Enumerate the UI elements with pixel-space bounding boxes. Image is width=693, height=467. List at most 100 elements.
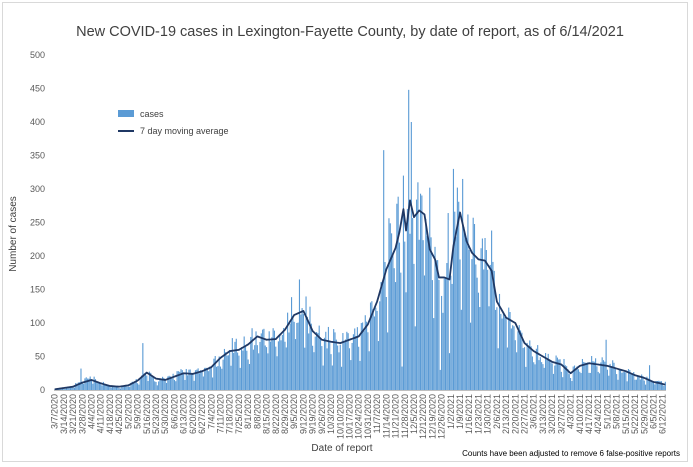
case-bar — [319, 337, 322, 390]
x-tick-label: 9/26/2020 — [317, 394, 327, 434]
x-tick-label: 3/7/2020 — [50, 394, 60, 429]
case-bar — [294, 339, 297, 390]
case-bar — [101, 385, 103, 390]
case-bar — [117, 387, 119, 390]
case-bar — [301, 308, 303, 390]
case-bar — [552, 373, 555, 390]
case-bar — [379, 301, 381, 390]
case-bar — [375, 307, 377, 390]
case-bar — [381, 284, 383, 390]
case-bar — [416, 199, 418, 390]
case-bar — [419, 193, 422, 390]
y-tick-label: 150 — [30, 285, 45, 295]
case-bar — [639, 379, 641, 390]
case-bar — [68, 387, 70, 390]
case-bar — [387, 332, 389, 390]
case-bar — [413, 263, 415, 390]
case-bar — [160, 379, 162, 390]
case-bar — [134, 382, 136, 390]
case-bar — [121, 387, 123, 390]
case-bar — [133, 383, 135, 390]
case-bar — [530, 346, 532, 390]
case-bar — [100, 384, 102, 390]
case-bar — [316, 331, 318, 390]
case-bar — [560, 371, 562, 390]
case-bar — [394, 282, 397, 390]
case-bar — [337, 345, 339, 390]
case-bar — [617, 379, 619, 390]
case-bar — [112, 386, 114, 390]
case-bar — [198, 373, 200, 390]
x-tick-label: 8/1/2020 — [243, 394, 253, 429]
case-bar — [484, 238, 486, 390]
x-tick-label: 5/29/2021 — [639, 394, 649, 434]
case-bar — [541, 362, 543, 390]
case-bar — [479, 307, 481, 390]
case-bar — [393, 268, 395, 390]
case-bar — [554, 365, 556, 390]
case-bar — [333, 329, 335, 390]
case-bar — [221, 368, 223, 390]
case-bar — [518, 325, 520, 390]
case-bar — [84, 378, 86, 390]
y-tick-label: 100 — [30, 318, 45, 328]
y-tick-label: 400 — [30, 117, 45, 127]
case-bar — [618, 368, 620, 390]
case-bar — [79, 382, 81, 390]
case-bar — [81, 381, 83, 390]
case-bar — [276, 356, 278, 390]
case-bar — [641, 374, 643, 390]
x-tick-label: 5/8/2021 — [612, 394, 622, 429]
case-bar — [451, 283, 453, 390]
case-bar — [326, 348, 328, 390]
case-bar — [664, 381, 666, 390]
case-bar — [206, 368, 208, 390]
case-bar — [218, 356, 220, 390]
case-bar — [196, 369, 198, 390]
case-bar — [362, 322, 364, 390]
case-bar — [546, 360, 548, 390]
case-bar — [342, 333, 344, 390]
case-bar — [364, 315, 366, 390]
case-bar — [138, 384, 140, 390]
case-bar — [597, 371, 599, 390]
case-bar — [522, 348, 524, 390]
case-bar — [287, 312, 289, 390]
x-tick-label: 3/13/2021 — [538, 394, 548, 434]
case-bar — [350, 360, 352, 390]
case-bar — [551, 363, 553, 390]
case-bar — [439, 369, 441, 390]
case-bar — [298, 279, 301, 390]
x-tick-label: 9/12/2020 — [298, 394, 308, 434]
case-bar — [383, 150, 385, 390]
case-bar — [164, 379, 166, 390]
case-bar — [169, 376, 172, 390]
case-bar — [471, 259, 473, 390]
case-bar — [438, 279, 440, 390]
case-bar — [542, 364, 544, 390]
case-bar — [463, 227, 465, 390]
case-bar — [162, 376, 164, 390]
case-bar — [417, 182, 419, 390]
case-bar — [242, 350, 244, 390]
case-bar — [275, 346, 277, 390]
case-bar — [630, 374, 632, 390]
case-bar — [98, 383, 100, 390]
case-bar — [104, 383, 106, 390]
case-bar — [470, 322, 472, 390]
case-bar — [443, 278, 445, 390]
case-bar — [529, 340, 531, 390]
case-bar — [202, 376, 204, 390]
case-bar — [567, 369, 569, 390]
x-tick-label: 8/29/2020 — [280, 394, 290, 434]
case-bar — [96, 381, 98, 390]
case-bar — [455, 236, 457, 390]
case-bar — [480, 248, 482, 390]
case-bar — [441, 295, 443, 390]
x-tick-label: 8/22/2020 — [271, 394, 281, 434]
case-bar — [244, 346, 247, 390]
case-bar — [137, 383, 139, 390]
case-bar — [539, 357, 541, 390]
case-bar — [571, 380, 573, 390]
case-bar — [317, 333, 319, 390]
